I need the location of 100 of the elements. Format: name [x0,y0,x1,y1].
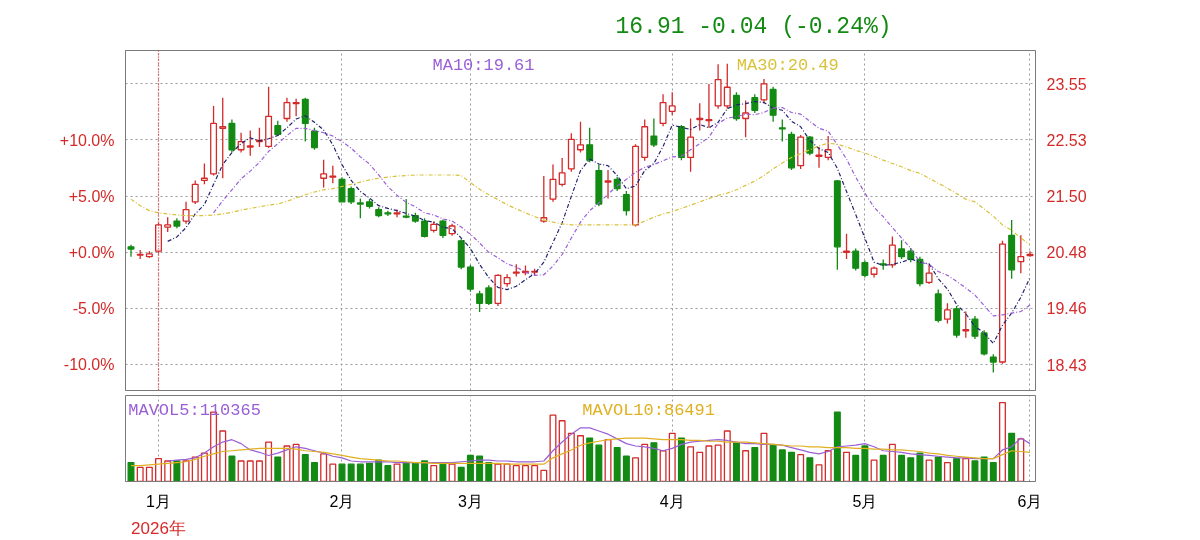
x-tick-label: 2月 [329,492,355,510]
bar [934,456,942,482]
bar [421,460,429,482]
bar [255,460,263,482]
bar [650,442,658,482]
bar [476,455,484,482]
bar [265,441,273,482]
candlestick [659,93,667,127]
candlestick [742,99,750,138]
bar [751,446,759,482]
bar [705,445,713,482]
bar [696,451,704,482]
bar [347,463,355,482]
bar [659,450,667,482]
candlestick [622,190,630,217]
bar [310,461,318,482]
candlestick [723,63,731,110]
bar [402,462,410,482]
text: MA10:19.61 [432,55,535,75]
x-tick-label: 1月 [146,492,171,510]
bar [980,456,988,482]
bar [677,437,685,482]
bar [888,443,896,482]
chart-title: 16.91 -0.04 (-0.24%) [615,13,892,40]
candlestick [1017,234,1025,274]
y-tick-label: 22.53 [1046,131,1087,149]
candlestick [604,169,612,200]
candlestick [888,235,896,269]
candlestick [219,97,227,179]
bar [879,454,887,482]
y-tick-label: 19.46 [1046,300,1087,318]
line-series [130,142,1031,246]
x-tick-label: 3月 [457,492,483,510]
candlestick [971,315,979,340]
bar [448,463,456,482]
bar [540,469,548,482]
bar [622,455,630,482]
candlestick [943,302,951,325]
bar [586,437,594,482]
candlestick [577,121,584,154]
candlestick [246,129,254,157]
candlestick [283,97,291,123]
bar [283,445,291,482]
candlestick [200,162,208,185]
y-tick-label: 21.50 [1046,188,1087,206]
y2-tick-label: +10.0% [59,131,115,149]
bar [943,461,951,482]
candlestick [962,310,970,339]
bar [595,444,603,482]
candlestick [760,78,768,104]
bar [907,457,915,482]
text: 2026年 [131,518,186,538]
bar [833,411,841,482]
bar [521,465,529,482]
bar [577,435,584,482]
bar [136,466,144,482]
bar [549,414,557,482]
bar [430,465,438,482]
bar [861,445,869,482]
line-series [212,106,1031,317]
y-tick-label: 23.55 [1046,75,1087,93]
bar [145,466,153,482]
bar [237,460,245,482]
candlestick [292,98,300,117]
bar [503,463,511,482]
candlestick [558,157,566,188]
bar [604,439,612,482]
bar [485,461,493,482]
bar [989,461,997,482]
candlestick [549,163,557,203]
candlestick [751,93,759,114]
bar [815,464,823,482]
bar [852,454,860,482]
candlestick [980,329,988,357]
bar [512,465,520,482]
bar [778,449,786,482]
candlestick [852,247,860,272]
bar [714,444,722,482]
y2-tick-label: +0.0% [68,243,115,261]
candlestick [650,117,658,148]
candlestick [421,217,429,239]
y-tick-label: 18.43 [1046,356,1087,374]
series-label: MAVOL10:86491 [582,400,715,420]
candlestick [668,91,676,116]
bar [1008,432,1016,482]
candlestick [439,218,447,239]
bar [998,401,1006,482]
bar [760,432,768,482]
bar [742,450,750,482]
bar [925,459,933,482]
bar [531,465,539,482]
bar [641,443,649,482]
x-tick-label: 4月 [659,492,685,510]
candlestick [320,158,328,189]
bar [411,462,419,482]
x-tick-label: 5月 [852,492,878,510]
candlestick [356,197,364,219]
candlestick [687,117,695,173]
y-tick-label: 20.48 [1046,244,1087,262]
y2-tick-label: -5.0% [72,300,115,318]
